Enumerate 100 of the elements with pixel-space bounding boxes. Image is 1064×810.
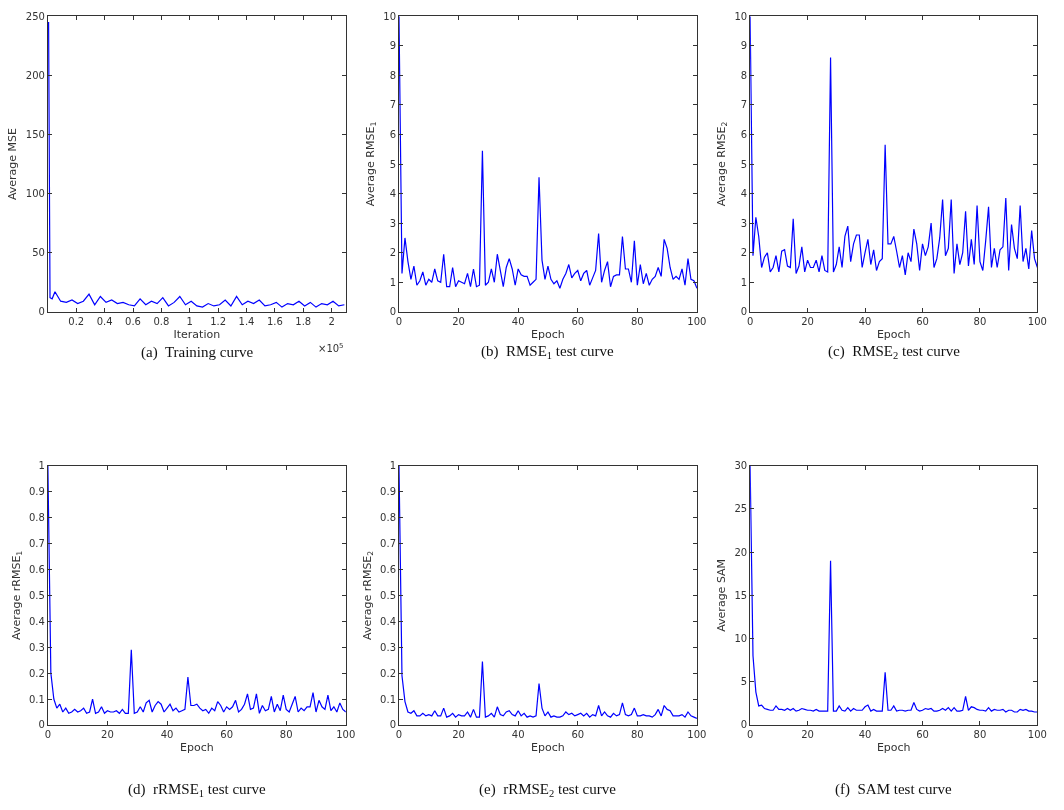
x-tick-label: 60 bbox=[916, 728, 929, 740]
y-tick-label: 100 bbox=[25, 188, 45, 200]
y-tick-label: 0.5 bbox=[380, 589, 396, 601]
y-tick-label: 250 bbox=[25, 10, 45, 22]
x-tick-label: 1.6 bbox=[266, 315, 283, 327]
x-tick-label: 20 bbox=[801, 728, 814, 740]
x-tick-label: 100 bbox=[336, 728, 356, 740]
y-tick-label: 0.4 bbox=[380, 615, 396, 627]
y-tick-label: 7 bbox=[740, 99, 748, 111]
y-tick-label: 0.3 bbox=[380, 641, 396, 653]
y-tick-label: 9 bbox=[389, 40, 396, 52]
y-tick-label: 8 bbox=[740, 69, 748, 81]
x-tick-label: 20 bbox=[452, 728, 465, 740]
y-tick-label: 10 bbox=[734, 633, 748, 645]
x-tick-label: 100 bbox=[687, 728, 707, 740]
x-tick-label: 40 bbox=[511, 728, 525, 740]
y-tick-label: 0.9 bbox=[28, 486, 45, 498]
text: (f) SAM test curve bbox=[835, 781, 952, 798]
text: (a) Training curve bbox=[141, 344, 254, 361]
y-tick-label: 0 bbox=[389, 719, 396, 731]
y-tick-label: 0 bbox=[38, 719, 45, 731]
y-tick-label: 0.8 bbox=[380, 512, 396, 524]
x-tick-label: 100 bbox=[1027, 315, 1047, 327]
x-tick-label: 20 bbox=[801, 315, 814, 327]
y-tick-label: 5 bbox=[740, 676, 748, 688]
y-tick-label: 4 bbox=[389, 188, 396, 200]
y-tick-label: 3 bbox=[389, 217, 396, 229]
x-tick-label: 60 bbox=[220, 728, 233, 740]
y-tick-label: 10 bbox=[734, 10, 748, 22]
x-tick-label: 1.8 bbox=[295, 315, 312, 327]
x-tick-label: 40 bbox=[160, 728, 174, 740]
y-tick-label: 7 bbox=[389, 99, 396, 111]
y-tick-label: 6 bbox=[740, 128, 748, 140]
y-tick-label: 8 bbox=[389, 69, 396, 81]
x-tick-label: 80 bbox=[973, 315, 987, 327]
line-series bbox=[399, 465, 697, 720]
x-tick-label: 100 bbox=[1027, 728, 1047, 740]
text: (c) RMSE$_{2}$ test curve bbox=[828, 343, 961, 362]
y-tick-label: 1 bbox=[389, 276, 396, 288]
x-tick-label: 40 bbox=[858, 728, 872, 740]
y-tick-label: 0.4 bbox=[28, 615, 45, 627]
x-tick-label: 0.4 bbox=[96, 315, 113, 327]
x-tick-label: 20 bbox=[101, 728, 114, 740]
y-tick-label: 30 bbox=[734, 460, 748, 472]
y-tick-label: 10 bbox=[383, 10, 396, 22]
x-axis-title: Epoch bbox=[531, 328, 565, 342]
x-axis-title: Iteration bbox=[173, 328, 221, 342]
y-tick-label: 4 bbox=[740, 188, 748, 200]
y-tick-label: 2 bbox=[740, 247, 748, 259]
text: (b) RMSE$_{1}$ test curve bbox=[481, 343, 615, 362]
y-tick-label: 0.5 bbox=[28, 589, 45, 601]
x-tick-label: 1 bbox=[186, 315, 193, 327]
y-tick-label: 1 bbox=[389, 460, 396, 472]
y-axis-title: Average MSE bbox=[6, 127, 20, 201]
y-tick-label: 0.2 bbox=[28, 667, 45, 679]
x-tick-label: 80 bbox=[630, 728, 644, 740]
y-tick-label: 0.9 bbox=[380, 486, 396, 498]
y-tick-label: 0.1 bbox=[380, 693, 396, 705]
text: ×10$^{5}$ bbox=[318, 342, 344, 355]
x-axis-title: Epoch bbox=[180, 741, 214, 755]
y-tick-label: 20 bbox=[734, 546, 748, 558]
x-tick-label: 80 bbox=[279, 728, 293, 740]
x-tick-label: 60 bbox=[571, 315, 585, 327]
y-tick-label: 5 bbox=[389, 158, 396, 170]
x-tick-label: 20 bbox=[452, 315, 465, 327]
x-tick-label: 2 bbox=[328, 315, 335, 327]
y-tick-label: 25 bbox=[734, 503, 748, 515]
x-tick-label: 40 bbox=[858, 315, 872, 327]
y-tick-label: 0 bbox=[740, 306, 748, 318]
x-tick-label: 60 bbox=[916, 315, 929, 327]
y-tick-label: 50 bbox=[32, 247, 45, 259]
y-tick-label: 0.7 bbox=[28, 538, 45, 550]
y-tick-label: 0.3 bbox=[28, 641, 45, 653]
y-tick-label: 200 bbox=[25, 69, 45, 81]
y-tick-label: 1 bbox=[38, 460, 45, 472]
x-axis-title: Epoch bbox=[876, 328, 911, 342]
x-tick-label: 40 bbox=[511, 315, 525, 327]
y-tick-label: 0 bbox=[740, 719, 748, 731]
y-tick-label: 3 bbox=[740, 217, 748, 229]
x-axis-title: Epoch bbox=[531, 741, 565, 755]
y-tick-label: 0.7 bbox=[380, 538, 396, 550]
text: (d) rRMSE$_{1}$ test curve bbox=[128, 781, 267, 800]
line-series bbox=[399, 16, 697, 289]
x-tick-label: 1.4 bbox=[238, 315, 255, 327]
x-tick-label: 0.8 bbox=[153, 315, 170, 327]
x-tick-label: 1.2 bbox=[210, 315, 227, 327]
x-tick-label: 0.6 bbox=[125, 315, 141, 327]
y-tick-label: 2 bbox=[389, 247, 396, 259]
y-tick-label: 6 bbox=[389, 128, 396, 140]
y-tick-label: 1 bbox=[740, 276, 748, 288]
line-series bbox=[47, 21, 345, 308]
y-tick-label: 0.6 bbox=[380, 563, 396, 575]
x-axis-title: Epoch bbox=[876, 741, 911, 755]
y-axis-title: Average SAM bbox=[715, 558, 729, 632]
y-tick-label: 9 bbox=[740, 40, 748, 52]
x-tick-label: 0.2 bbox=[68, 315, 85, 327]
y-tick-label: 0.8 bbox=[28, 512, 45, 524]
text: (e) rRMSE$_{2}$ test curve bbox=[479, 781, 617, 800]
y-tick-label: 5 bbox=[740, 158, 748, 170]
y-tick-label: 0.1 bbox=[28, 693, 45, 705]
